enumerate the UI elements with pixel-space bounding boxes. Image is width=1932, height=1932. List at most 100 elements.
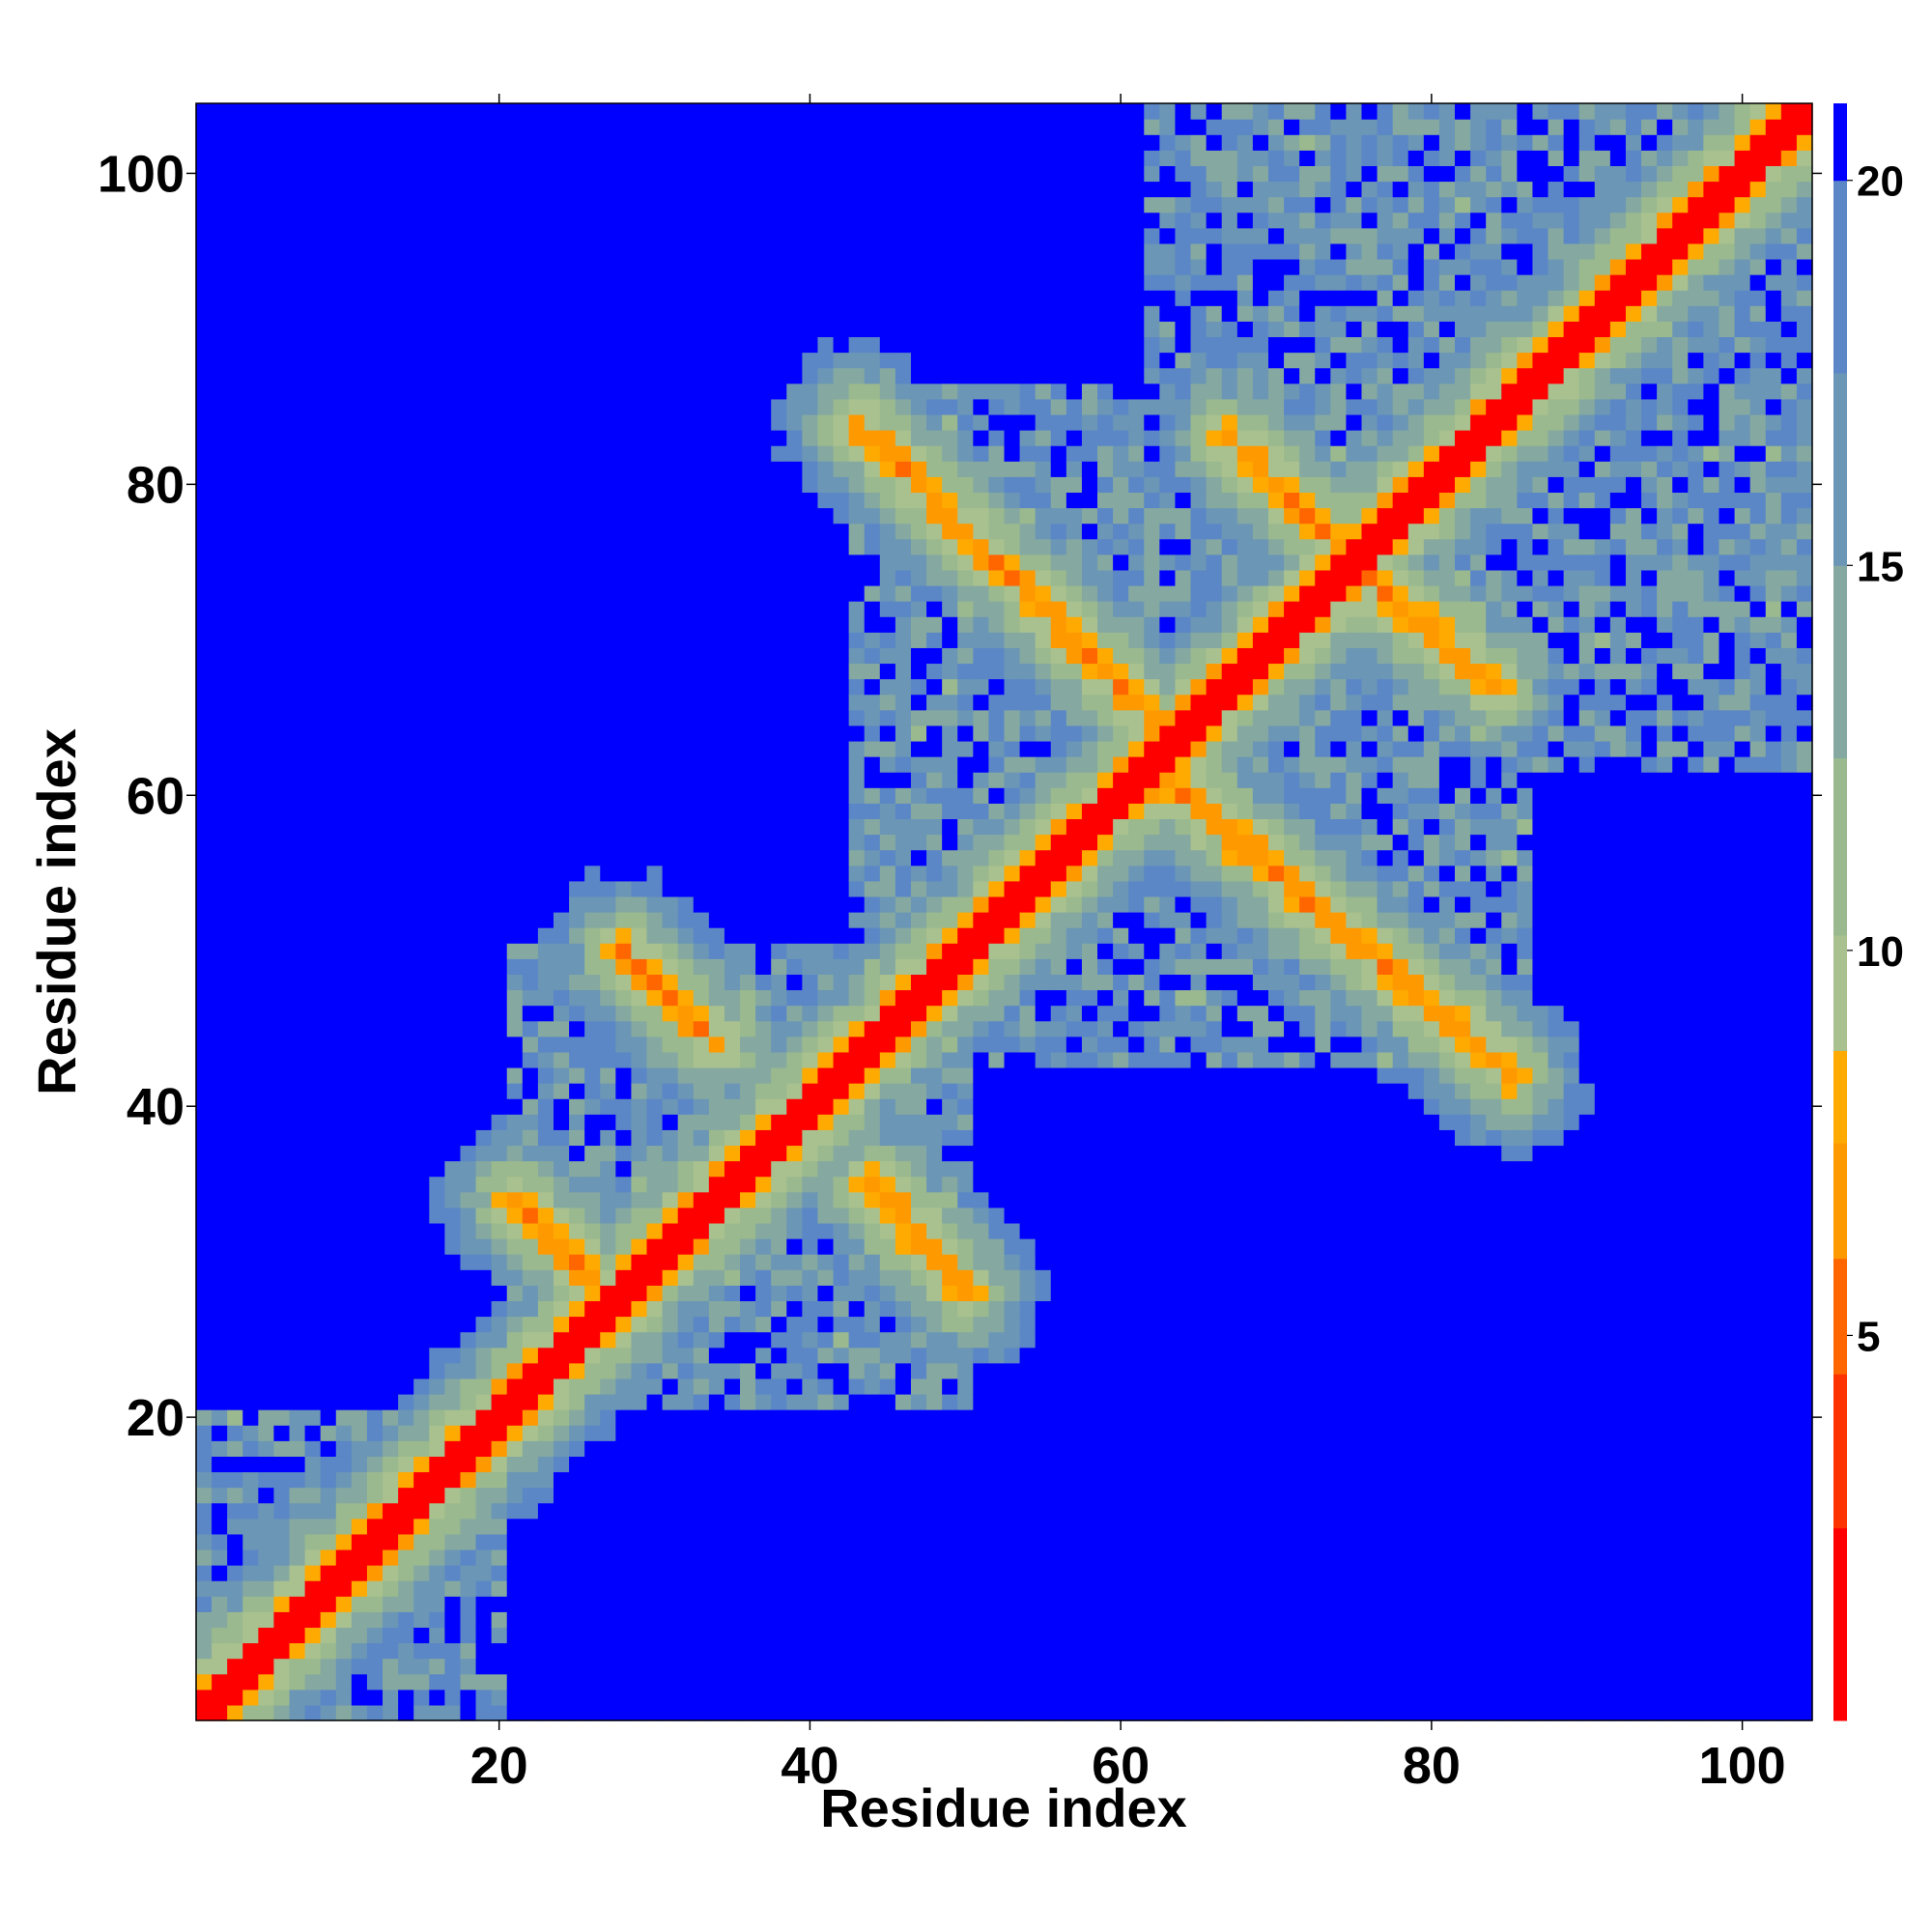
heatmap-cell (304, 1565, 322, 1581)
heatmap-cell (802, 787, 819, 804)
heatmap-cell (724, 865, 741, 882)
heatmap-cell (522, 912, 539, 928)
heatmap-cell (398, 772, 414, 788)
heatmap-cell (212, 787, 228, 804)
heatmap-cell (289, 461, 306, 477)
heatmap-cell (879, 1005, 896, 1022)
heatmap-cell (848, 181, 866, 198)
heatmap-cell (584, 196, 601, 213)
heatmap-cell (506, 383, 524, 400)
heatmap-cell (491, 1704, 508, 1721)
heatmap-cell (631, 740, 648, 757)
heatmap-cell (817, 834, 835, 851)
heatmap-cell (708, 165, 725, 183)
heatmap-cell (926, 242, 943, 260)
heatmap-cell (615, 895, 633, 913)
heatmap-cell (460, 1207, 477, 1224)
heatmap-cell (817, 492, 835, 509)
heatmap-cell (600, 413, 616, 431)
heatmap-cell (258, 1611, 275, 1629)
heatmap-cell (833, 165, 850, 183)
heatmap-cell (335, 927, 353, 944)
heatmap-cell (631, 398, 648, 415)
heatmap-cell (615, 616, 633, 633)
heatmap-cell (693, 1347, 710, 1364)
heatmap-cell (740, 1611, 756, 1629)
heatmap-cell (662, 227, 679, 244)
heatmap-cell (242, 1176, 259, 1193)
heatmap-cell (196, 1269, 213, 1286)
heatmap-cell (864, 849, 881, 867)
heatmap-cell (196, 647, 213, 665)
heatmap-cell (693, 321, 710, 338)
heatmap-cell (631, 119, 648, 135)
heatmap-cell (258, 756, 275, 773)
heatmap-cell (304, 1051, 322, 1068)
heatmap-cell (615, 1020, 633, 1037)
heatmap-cell (258, 445, 275, 462)
heatmap-cell (740, 383, 756, 400)
heatmap-cell (879, 352, 896, 369)
heatmap-cell (242, 709, 259, 726)
heatmap-cell (786, 1580, 803, 1597)
heatmap-cell (351, 1425, 368, 1441)
heatmap-cell (383, 258, 399, 275)
heatmap-cell (833, 1176, 850, 1193)
heatmap-cell (817, 430, 835, 446)
heatmap-cell (413, 1191, 430, 1208)
heatmap-cell (848, 912, 866, 928)
heatmap-cell (708, 538, 725, 555)
heatmap-cell (383, 103, 399, 120)
heatmap-cell (429, 1548, 445, 1566)
heatmap-cell (429, 305, 445, 322)
heatmap-cell (677, 1658, 695, 1675)
heatmap-cell (289, 632, 306, 648)
heatmap-cell (833, 1160, 850, 1178)
heatmap-cell (926, 523, 943, 540)
heatmap-cell (848, 430, 866, 446)
heatmap-cell (615, 1005, 633, 1022)
heatmap-cell (413, 1471, 430, 1489)
heatmap-cell (646, 1502, 664, 1520)
heatmap-cell (693, 1393, 710, 1410)
heatmap-cell (398, 1191, 414, 1208)
heatmap-cell (708, 367, 725, 384)
heatmap-cell (693, 1642, 710, 1660)
heatmap-cell (553, 336, 570, 354)
heatmap-cell (569, 274, 585, 291)
heatmap-cell (196, 1083, 213, 1099)
heatmap-cell (802, 1518, 819, 1535)
heatmap-cell (320, 865, 337, 882)
heatmap-cell (802, 1440, 819, 1457)
heatmap-cell (848, 476, 866, 494)
heatmap-cell (506, 445, 524, 462)
heatmap-cell (895, 834, 912, 851)
heatmap-cell (615, 181, 633, 198)
heatmap-cell (506, 1145, 524, 1162)
heatmap-cell (320, 1548, 337, 1566)
heatmap-cell (289, 196, 306, 213)
heatmap-cell (212, 865, 228, 882)
heatmap-cell (289, 1207, 306, 1224)
heatmap-cell (926, 1083, 943, 1099)
heatmap-cell (817, 523, 835, 540)
heatmap-cell (289, 709, 306, 726)
heatmap-cell (615, 461, 633, 477)
heatmap-cell (864, 336, 881, 354)
heatmap-cell (600, 1238, 616, 1255)
heatmap-cell (273, 1642, 291, 1660)
heatmap-cell (304, 165, 322, 183)
heatmap-cell (817, 1456, 835, 1473)
heatmap-cell (506, 165, 524, 183)
heatmap-cell (522, 1580, 539, 1597)
heatmap-cell (351, 958, 368, 975)
heatmap-cell (864, 912, 881, 928)
heatmap-cell (258, 1176, 275, 1193)
heatmap-cell (304, 601, 322, 617)
heatmap-cell (848, 492, 866, 509)
heatmap-cell (258, 1020, 275, 1037)
heatmap-cell (755, 989, 772, 1007)
heatmap-cell (600, 849, 616, 867)
heatmap-cell (429, 1285, 445, 1302)
heatmap-cell (926, 927, 943, 944)
